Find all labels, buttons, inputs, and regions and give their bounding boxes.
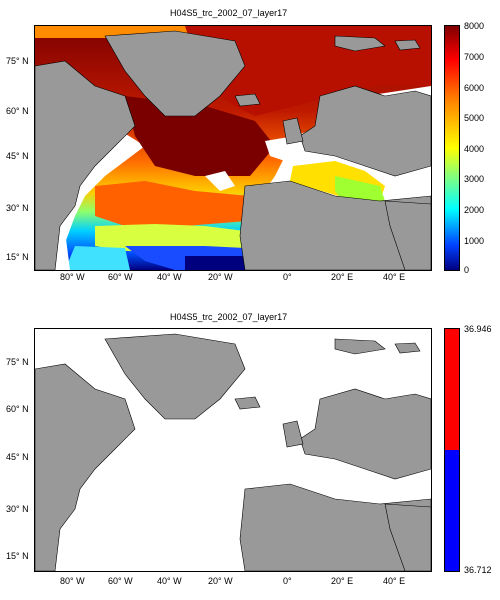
- lon-tick-label: 20° E: [331, 576, 354, 586]
- map-area: [34, 25, 432, 271]
- colorbar-upper-segment: [445, 329, 459, 450]
- lat-tick-label: 15° N: [6, 551, 29, 561]
- lat-tick-label: 45° N: [6, 452, 29, 462]
- map-title: H04S5_trc_2002_07_layer17: [170, 312, 288, 322]
- colorbar-tick-label: 6000: [464, 83, 485, 93]
- colorbar-tick-label: 2000: [464, 205, 485, 215]
- lat-tick-label: 75° N: [6, 357, 29, 367]
- lon-tick-label: 60° W: [108, 272, 133, 282]
- colorbar-tick-label: 36.712: [464, 565, 492, 575]
- lon-tick-label: 40° W: [157, 272, 182, 282]
- lon-tick-label: 40° E: [383, 576, 406, 586]
- lat-tick-label: 60° N: [6, 404, 29, 414]
- lat-tick-label: 30° N: [6, 504, 29, 514]
- lon-tick-label: 20° W: [208, 576, 233, 586]
- colorbar-tick-label: 3000: [464, 174, 485, 184]
- lon-tick-label: 80° W: [60, 272, 85, 282]
- lon-tick-label: 60° W: [108, 576, 133, 586]
- colorbar: [444, 328, 460, 572]
- colorbar-lower-segment: [445, 450, 459, 571]
- colorbar-tick-label: 36.946: [464, 324, 492, 334]
- lat-tick-label: 45° N: [6, 151, 29, 161]
- map-title: H04S5_trc_2002_07_layer17: [170, 8, 288, 18]
- lat-tick-label: 75° N: [6, 56, 29, 66]
- colorbar-tick-label: 5000: [464, 113, 485, 123]
- lat-tick-label: 30° N: [6, 203, 29, 213]
- colorbar-tick-label: 4000: [464, 144, 485, 154]
- colorbar-tick-label: 1000: [464, 236, 485, 246]
- tracer-field: [35, 26, 431, 270]
- lon-tick-label: 20° W: [208, 272, 233, 282]
- lat-tick-label: 15° N: [6, 252, 29, 262]
- lon-tick-label: 0°: [283, 576, 292, 586]
- lon-tick-label: 80° W: [60, 576, 85, 586]
- colorbar: [444, 25, 460, 271]
- land-masses: [35, 333, 431, 571]
- lon-tick-label: 0°: [283, 272, 292, 282]
- colorbar-tick-label: 7000: [464, 52, 485, 62]
- lon-tick-label: 40° E: [383, 272, 406, 282]
- map-area: [34, 328, 432, 572]
- land-masses: [35, 30, 431, 270]
- lat-tick-label: 60° N: [6, 106, 29, 116]
- bottom-map-panel: H04S5_trc_2002_07_layer17 75° N 60° N: [0, 300, 500, 600]
- colorbar-tick-label: 8000: [464, 21, 485, 31]
- colorbar-tick-label: 0: [464, 265, 470, 275]
- top-map-panel: H04S5_trc_2002_07_layer17: [6, 8, 485, 282]
- lon-tick-label: 40° W: [157, 576, 182, 586]
- lon-tick-label: 20° E: [331, 272, 354, 282]
